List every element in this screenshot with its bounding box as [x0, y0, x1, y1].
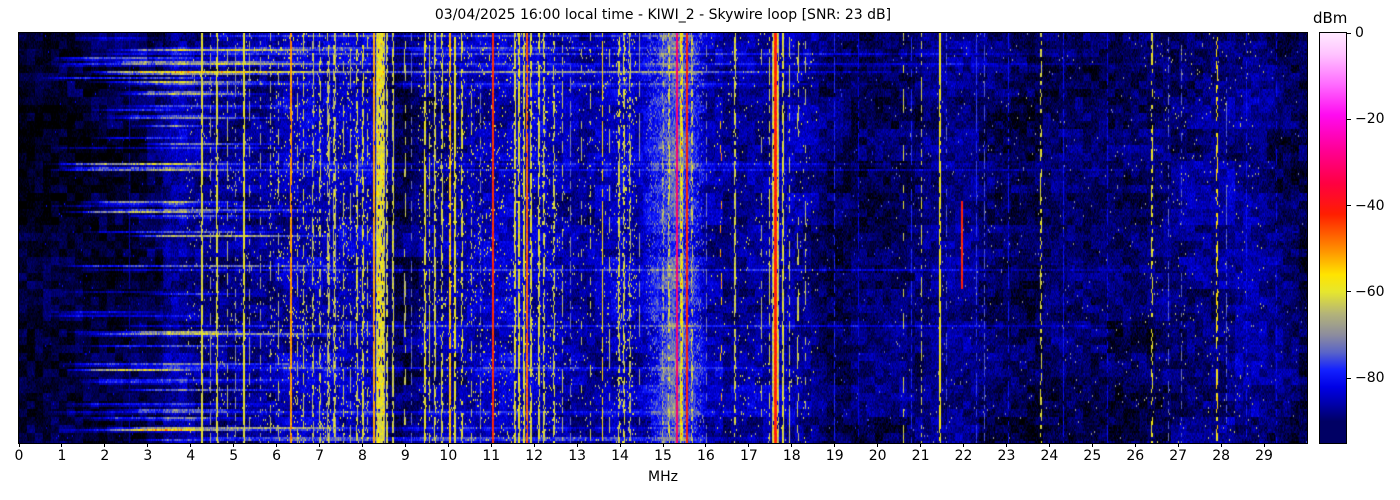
- colorbar-tick-mark: [1347, 205, 1351, 207]
- x-tick-label: 5: [229, 448, 239, 464]
- x-tick-label: 8: [357, 448, 367, 464]
- x-tick-mark: [963, 443, 965, 447]
- colorbar-tick-mark: [1347, 32, 1351, 34]
- x-tick-label: 13: [568, 448, 587, 464]
- x-tick-mark: [1134, 443, 1136, 447]
- colorbar-tick-label: −20: [1355, 111, 1385, 128]
- x-tick-label: 21: [911, 448, 930, 464]
- x-tick-label: 7: [315, 448, 324, 464]
- colorbar-tick-mark: [1347, 118, 1351, 120]
- x-tick-label: 14: [611, 448, 629, 464]
- x-tick-mark: [490, 443, 492, 447]
- x-tick-label: 11: [482, 448, 501, 464]
- colorbar-tick-label: 0: [1355, 25, 1364, 41]
- x-tick-label: 15: [654, 448, 672, 464]
- x-tick-label: 22: [954, 448, 973, 464]
- x-tick-mark: [576, 443, 578, 447]
- x-tick-label: 18: [782, 448, 801, 464]
- x-tick-mark: [834, 443, 836, 447]
- x-tick-mark: [361, 443, 363, 447]
- x-tick-mark: [233, 443, 235, 447]
- x-tick-mark: [147, 443, 149, 447]
- x-tick-label: 25: [1083, 448, 1102, 464]
- x-tick-mark: [705, 443, 707, 447]
- waterfall-plot-area: [18, 32, 1308, 444]
- x-tick-mark: [61, 443, 63, 447]
- colorbar-gradient: [1320, 33, 1346, 443]
- x-tick-mark: [404, 443, 406, 447]
- colorbar-tick-mark: [1347, 377, 1351, 379]
- x-tick-label: 12: [525, 448, 544, 464]
- x-tick-mark: [447, 443, 449, 447]
- x-tick-label: 2: [100, 448, 110, 464]
- x-tick-mark: [1177, 443, 1179, 447]
- x-tick-mark: [190, 443, 192, 447]
- x-tick-label: 0: [14, 448, 24, 464]
- x-tick-mark: [791, 443, 793, 447]
- x-tick-label: 3: [143, 448, 153, 464]
- x-tick-mark: [877, 443, 879, 447]
- x-axis-label: MHz: [648, 469, 678, 485]
- colorbar-tick-label: −40: [1355, 197, 1385, 214]
- colorbar: [1319, 32, 1347, 444]
- x-tick-mark: [104, 443, 106, 447]
- colorbar-tick-label: −80: [1355, 370, 1385, 387]
- x-tick-label: 1: [57, 448, 67, 464]
- colorbar-tick-mark: [1347, 291, 1351, 293]
- x-tick-mark: [276, 443, 278, 447]
- x-tick-mark: [1048, 443, 1050, 447]
- x-tick-mark: [920, 443, 922, 447]
- waterfall-canvas: [19, 33, 1307, 443]
- plot-title: 03/04/2025 16:00 local time - KIWI_2 - S…: [434, 7, 892, 23]
- x-tick-label: 16: [697, 448, 715, 464]
- x-tick-label: 29: [1255, 448, 1273, 464]
- x-tick-mark: [319, 443, 321, 447]
- x-tick-label: 6: [272, 448, 282, 464]
- x-tick-label: 17: [739, 448, 758, 464]
- x-tick-mark: [1220, 443, 1222, 447]
- x-tick-mark: [18, 443, 20, 447]
- x-tick-mark: [619, 443, 621, 447]
- colorbar-label: dBm: [1313, 9, 1348, 27]
- x-tick-label: 4: [186, 448, 196, 464]
- x-tick-label: 24: [1040, 448, 1059, 464]
- x-tick-mark: [1091, 443, 1093, 447]
- x-tick-label: 10: [439, 448, 458, 464]
- x-tick-mark: [1005, 443, 1007, 447]
- x-tick-label: 9: [400, 448, 410, 464]
- x-tick-label: 27: [1169, 448, 1188, 464]
- colorbar-tick-label: −60: [1355, 283, 1385, 300]
- x-tick-label: 19: [825, 448, 844, 464]
- x-tick-label: 26: [1126, 448, 1145, 464]
- x-tick-label: 28: [1212, 448, 1231, 464]
- x-tick-mark: [533, 443, 535, 447]
- x-tick-label: 20: [868, 448, 887, 464]
- x-tick-mark: [662, 443, 664, 447]
- x-tick-mark: [748, 443, 750, 447]
- x-tick-label: 23: [997, 448, 1016, 464]
- x-tick-mark: [1263, 443, 1265, 447]
